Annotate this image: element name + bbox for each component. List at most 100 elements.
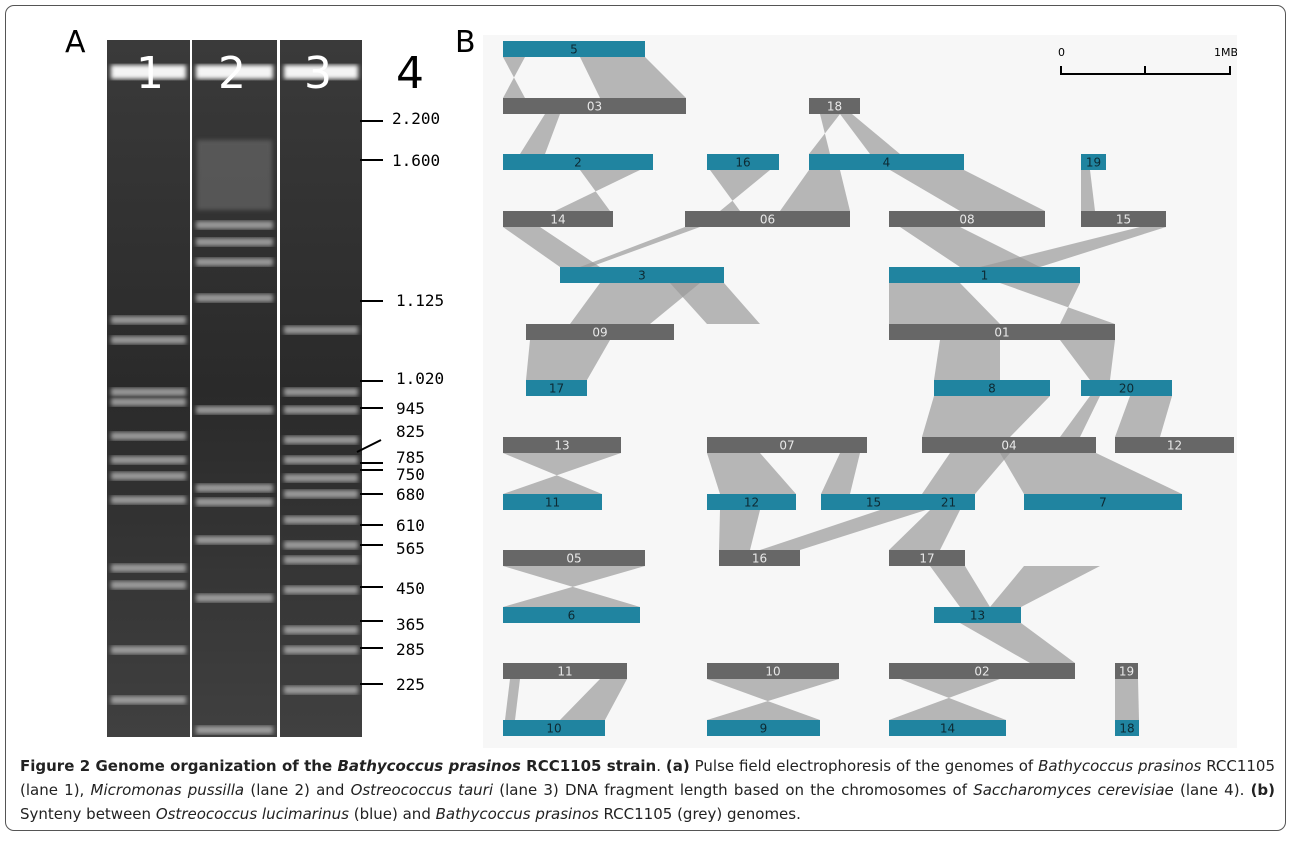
caption-text: . bbox=[656, 757, 666, 775]
gel-band bbox=[196, 594, 273, 602]
panel-label: A bbox=[65, 25, 86, 60]
caption-text: Saccharomyces cerevisiae bbox=[973, 781, 1174, 799]
gel-band bbox=[111, 316, 186, 324]
chromosome-label: 04 bbox=[1001, 439, 1016, 453]
chromosome-label: 14 bbox=[940, 722, 955, 736]
marker-label: 610 bbox=[396, 516, 425, 535]
chromosome-label: 14 bbox=[550, 213, 565, 227]
gel-band bbox=[284, 436, 358, 444]
chromosome-label: 08 bbox=[959, 213, 974, 227]
caption-text: (lane 3) DNA fragment length based on th… bbox=[493, 781, 973, 799]
gel-band bbox=[111, 432, 186, 440]
gel-band bbox=[111, 696, 186, 704]
gel-band bbox=[284, 556, 358, 564]
caption-text: Synteny between bbox=[20, 805, 156, 823]
gel-band bbox=[284, 490, 358, 498]
chromosome-label: 09 bbox=[592, 326, 607, 340]
marker-label: 285 bbox=[396, 640, 425, 659]
gel-band bbox=[284, 406, 358, 414]
gel-band bbox=[111, 646, 186, 654]
chromosome-label: 11 bbox=[557, 665, 572, 679]
gel-band bbox=[284, 686, 358, 694]
gel-band bbox=[111, 456, 186, 464]
gel-band bbox=[111, 336, 186, 344]
gel-band bbox=[196, 726, 273, 734]
marker-label: 750 bbox=[396, 465, 425, 484]
chromosome-label: 15 bbox=[866, 496, 881, 510]
gel-smear bbox=[197, 140, 272, 210]
chromosome-label: 7 bbox=[1099, 496, 1107, 510]
gel-band bbox=[284, 646, 358, 654]
marker-label: 450 bbox=[396, 579, 425, 598]
gel-band bbox=[196, 484, 273, 492]
chromosome-label: 03 bbox=[587, 100, 602, 114]
chromosome-label: 10 bbox=[765, 665, 780, 679]
gel-band bbox=[111, 388, 186, 396]
chromosome-label: 01 bbox=[994, 326, 1009, 340]
chromosome-label: 15 bbox=[1116, 213, 1131, 227]
chromosome-label: 17 bbox=[549, 382, 564, 396]
gel-band bbox=[196, 221, 273, 229]
caption: Figure 2 Genome organization of the Bath… bbox=[20, 754, 1275, 826]
gel-band bbox=[111, 564, 186, 572]
scale-label: 0 bbox=[1058, 46, 1065, 59]
caption-text: Bathycoccus prasinos bbox=[1038, 757, 1201, 775]
marker-label: 825 bbox=[396, 422, 425, 441]
chromosome-label: 5 bbox=[570, 43, 578, 57]
gel-band bbox=[284, 586, 358, 594]
caption-text: Pulse field electrophoresis of the genom… bbox=[690, 757, 1038, 775]
chromosome-label: 1 bbox=[981, 269, 989, 283]
chromosome-label: 3 bbox=[638, 269, 646, 283]
chromosome-label: 16 bbox=[735, 156, 750, 170]
gel-band bbox=[111, 472, 186, 480]
gel-band bbox=[111, 581, 186, 589]
chromosome-label: 02 bbox=[974, 665, 989, 679]
scale-label: 1MB bbox=[1214, 46, 1238, 59]
chromosome-label: 18 bbox=[827, 100, 842, 114]
gel-band bbox=[196, 258, 273, 266]
marker-label: 1.125 bbox=[396, 291, 444, 310]
gel-band bbox=[196, 238, 273, 246]
caption-text: RCC1105 strain bbox=[521, 757, 656, 775]
caption-text: (b) bbox=[1251, 781, 1275, 799]
caption-text: (lane 4). bbox=[1174, 781, 1251, 799]
chromosome-label: 13 bbox=[970, 609, 985, 623]
marker-label: 365 bbox=[396, 615, 425, 634]
chromosome-label: 9 bbox=[760, 722, 768, 736]
marker-label: 225 bbox=[396, 675, 425, 694]
caption-text: Micromonas pussilla bbox=[91, 781, 245, 799]
chromosome-label: 4 bbox=[883, 156, 891, 170]
marker-label: 1.600 bbox=[392, 151, 440, 170]
gel-band bbox=[111, 398, 186, 406]
gel-band bbox=[284, 326, 358, 334]
caption-text: (blue) and bbox=[349, 805, 436, 823]
chromosome-label: 19 bbox=[1119, 665, 1134, 679]
lane-label: 3 bbox=[304, 48, 332, 99]
caption-text: Bathycoccus prasinos bbox=[337, 757, 520, 775]
synteny-ribbon bbox=[934, 340, 1000, 380]
gel-band bbox=[111, 496, 186, 504]
chromosome-label: 11 bbox=[545, 496, 560, 510]
marker-label: 945 bbox=[396, 399, 425, 418]
chromosome-label: 07 bbox=[779, 439, 794, 453]
chromosome-label: 18 bbox=[1119, 722, 1134, 736]
caption-text: Ostreococcus lucimarinus bbox=[156, 805, 349, 823]
marker-label: 565 bbox=[396, 539, 425, 558]
panel-label: B bbox=[455, 25, 476, 60]
gel-band bbox=[284, 456, 358, 464]
gel-band bbox=[196, 536, 273, 544]
chromosome-label: 8 bbox=[988, 382, 996, 396]
caption-text: (a) bbox=[666, 757, 690, 775]
chromosome-label: 2 bbox=[574, 156, 582, 170]
marker-label: 2.200 bbox=[392, 109, 440, 128]
gel-band bbox=[196, 406, 273, 414]
chromosome-label: 13 bbox=[554, 439, 569, 453]
gel-band bbox=[284, 388, 358, 396]
chromosome-label: 10 bbox=[546, 722, 561, 736]
caption-text: Bathycoccus prasinos bbox=[436, 805, 599, 823]
lane-label: 4 bbox=[396, 48, 424, 99]
gel-band bbox=[196, 498, 273, 506]
page: A B 1 2 3 4 2.200 1.600 1.125 1. 02 0 945 825 7 8 5 750… bbox=[0, 0, 1293, 846]
synteny-ribbon bbox=[1115, 679, 1139, 720]
lane-label: 1 bbox=[136, 48, 164, 99]
